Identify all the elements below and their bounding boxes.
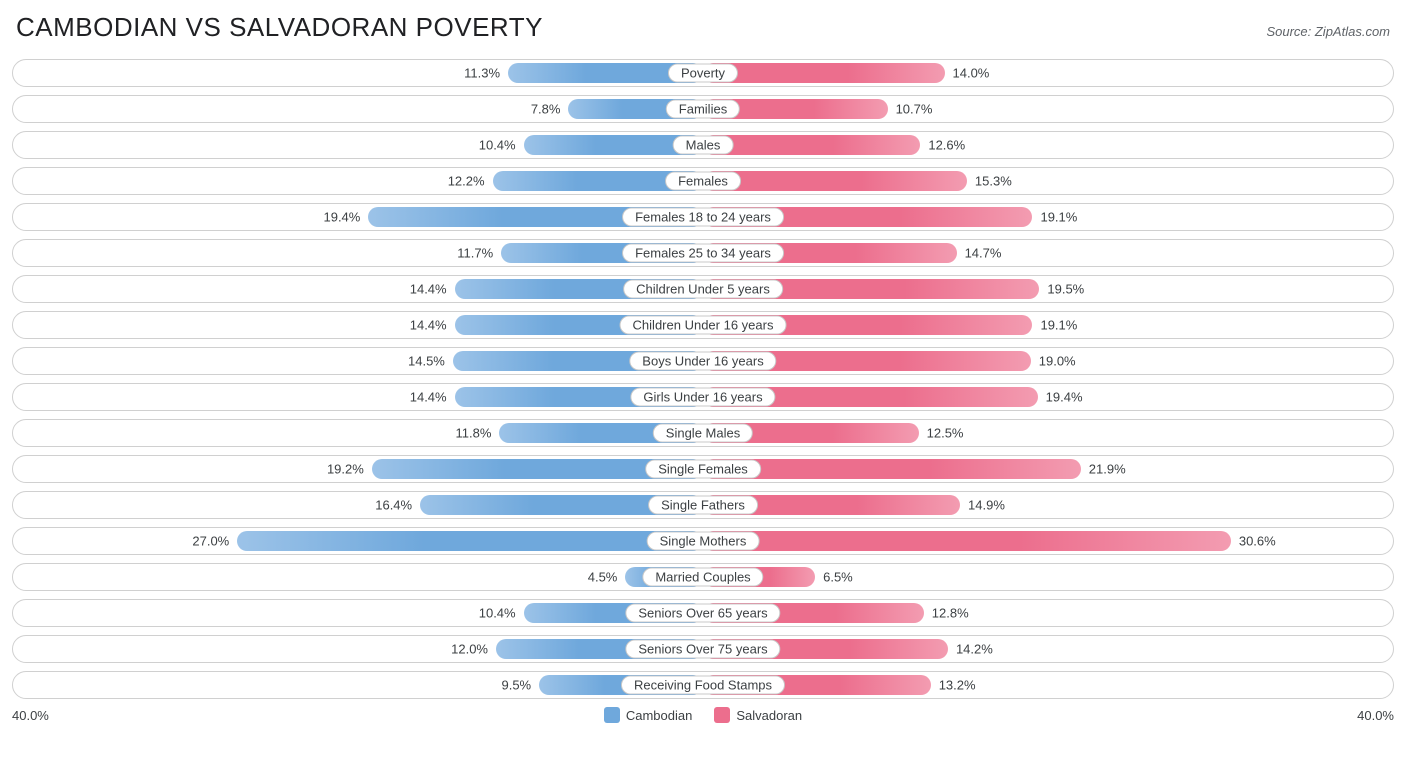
bar-right	[703, 63, 945, 83]
value-left: 10.4%	[479, 138, 516, 153]
value-right: 19.5%	[1047, 282, 1084, 297]
value-left: 27.0%	[192, 534, 229, 549]
chart-title: CAMBODIAN VS SALVADORAN POVERTY	[16, 12, 543, 43]
category-label: Females	[665, 172, 741, 191]
category-label: Females 18 to 24 years	[622, 208, 784, 227]
value-right: 14.9%	[968, 498, 1005, 513]
category-label: Single Fathers	[648, 496, 758, 515]
category-label: Poverty	[668, 64, 738, 83]
category-label: Females 25 to 34 years	[622, 244, 784, 263]
category-label: Males	[673, 136, 734, 155]
value-right: 15.3%	[975, 174, 1012, 189]
category-label: Single Males	[653, 424, 753, 443]
value-right: 10.7%	[896, 102, 933, 117]
value-left: 7.8%	[531, 102, 561, 117]
value-left: 14.5%	[408, 354, 445, 369]
chart-row: 19.4% 19.1% Females 18 to 24 years	[12, 203, 1394, 231]
value-left: 19.2%	[327, 462, 364, 477]
value-right: 12.6%	[928, 138, 965, 153]
value-right: 6.5%	[823, 570, 853, 585]
chart-row: 12.2% 15.3% Females	[12, 167, 1394, 195]
chart-row: 11.7% 14.7% Females 25 to 34 years	[12, 239, 1394, 267]
value-left: 11.3%	[464, 66, 500, 81]
chart-row: 9.5% 13.2% Receiving Food Stamps	[12, 671, 1394, 699]
chart-row: 11.8% 12.5% Single Males	[12, 419, 1394, 447]
diverging-bar-chart: 11.3%14.0%Poverty7.8%10.7%Families10.4%1…	[12, 59, 1394, 699]
chart-row: 19.2% 21.9% Single Females	[12, 455, 1394, 483]
legend-label-right: Salvadoran	[736, 708, 802, 723]
category-label: Single Females	[645, 460, 761, 479]
value-left: 4.5%	[588, 570, 618, 585]
chart-row: 12.0% 14.2% Seniors Over 75 years	[12, 635, 1394, 663]
value-right: 19.1%	[1040, 210, 1077, 225]
category-label: Families	[666, 100, 740, 119]
category-label: Seniors Over 65 years	[625, 604, 780, 623]
bar-right	[703, 531, 1231, 551]
value-right: 12.8%	[932, 606, 969, 621]
category-label: Boys Under 16 years	[629, 352, 776, 371]
chart-row: 14.4% 19.4% Girls Under 16 years	[12, 383, 1394, 411]
value-right: 14.0%	[953, 66, 990, 81]
chart-row: 11.3% 14.0% Poverty	[12, 59, 1394, 87]
value-right: 19.0%	[1039, 354, 1076, 369]
value-left: 14.4%	[410, 318, 447, 333]
value-right: 19.1%	[1040, 318, 1077, 333]
legend-swatch-right	[714, 707, 730, 723]
source-label: Source: ZipAtlas.com	[1266, 24, 1390, 39]
chart-row: 14.4% 19.1% Children Under 16 years	[12, 311, 1394, 339]
legend-item-left: Cambodian	[604, 707, 693, 723]
legend-swatch-left	[604, 707, 620, 723]
legend: Cambodian Salvadoran	[72, 707, 1334, 723]
value-right: 30.6%	[1239, 534, 1276, 549]
chart-row: 10.4% 12.8% Seniors Over 65 years	[12, 599, 1394, 627]
value-left: 12.0%	[451, 642, 488, 657]
category-label: Children Under 16 years	[620, 316, 787, 335]
value-right: 14.7%	[965, 246, 1002, 261]
category-label: Seniors Over 75 years	[625, 640, 780, 659]
value-left: 10.4%	[479, 606, 516, 621]
legend-label-left: Cambodian	[626, 708, 693, 723]
category-label: Receiving Food Stamps	[621, 676, 785, 695]
value-left: 11.7%	[457, 246, 493, 261]
axis-max-left: 40.0%	[12, 708, 72, 723]
value-left: 16.4%	[375, 498, 412, 513]
chart-row: 4.5% 6.5% Married Couples	[12, 563, 1394, 591]
value-right: 19.4%	[1046, 390, 1083, 405]
value-right: 21.9%	[1089, 462, 1126, 477]
legend-item-right: Salvadoran	[714, 707, 802, 723]
value-left: 12.2%	[448, 174, 485, 189]
value-left: 11.8%	[456, 426, 492, 441]
chart-row: 14.5% 19.0% Boys Under 16 years	[12, 347, 1394, 375]
value-right: 14.2%	[956, 642, 993, 657]
value-left: 19.4%	[323, 210, 360, 225]
value-left: 14.4%	[410, 390, 447, 405]
value-left: 14.4%	[410, 282, 447, 297]
bar-right	[703, 135, 920, 155]
category-label: Married Couples	[642, 568, 763, 587]
bar-left	[237, 531, 703, 551]
category-label: Single Mothers	[647, 532, 760, 551]
value-right: 12.5%	[927, 426, 964, 441]
category-label: Children Under 5 years	[623, 280, 783, 299]
chart-row: 14.4% 19.5% Children Under 5 years	[12, 275, 1394, 303]
category-label: Girls Under 16 years	[630, 388, 775, 407]
axis-max-right: 40.0%	[1334, 708, 1394, 723]
chart-row: 27.0% 30.6% Single Mothers	[12, 527, 1394, 555]
chart-row: 16.4% 14.9% Single Fathers	[12, 491, 1394, 519]
value-left: 9.5%	[501, 678, 531, 693]
value-right: 13.2%	[939, 678, 976, 693]
chart-row: 7.8% 10.7% Families	[12, 95, 1394, 123]
chart-row: 10.4% 12.6% Males	[12, 131, 1394, 159]
bar-right	[703, 171, 967, 191]
